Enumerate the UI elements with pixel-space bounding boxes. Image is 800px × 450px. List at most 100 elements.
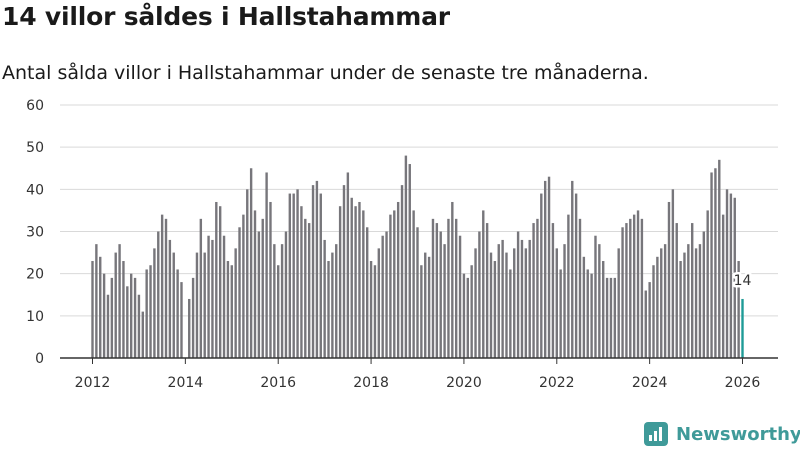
bar bbox=[331, 252, 334, 358]
bar bbox=[246, 189, 249, 358]
bar bbox=[509, 269, 512, 358]
x-axis bbox=[60, 357, 778, 364]
bar bbox=[443, 244, 446, 358]
bar bbox=[718, 159, 721, 358]
bar bbox=[543, 180, 547, 358]
bar bbox=[559, 269, 562, 358]
bar bbox=[373, 265, 377, 358]
bar bbox=[458, 235, 462, 358]
bar bbox=[366, 227, 369, 358]
bar bbox=[431, 218, 435, 358]
bar bbox=[377, 248, 381, 358]
y-tick-label: 20 bbox=[26, 267, 44, 283]
bar bbox=[567, 214, 570, 358]
bar bbox=[609, 277, 613, 358]
bar bbox=[424, 252, 427, 358]
bar bbox=[636, 210, 640, 358]
bar bbox=[462, 273, 466, 358]
bar bbox=[110, 277, 114, 358]
x-tick-label: 2024 bbox=[632, 375, 668, 391]
bar bbox=[122, 261, 125, 358]
bar bbox=[640, 218, 644, 358]
bar bbox=[284, 231, 288, 358]
bar bbox=[195, 252, 199, 358]
bar bbox=[137, 294, 141, 358]
bar bbox=[683, 252, 686, 358]
bar bbox=[737, 261, 740, 358]
bar bbox=[625, 223, 628, 358]
bar bbox=[215, 201, 218, 358]
bar bbox=[679, 261, 682, 358]
bar bbox=[466, 277, 469, 358]
bar bbox=[141, 311, 144, 358]
y-axis-labels: 0 10 20 30 40 50 60 bbox=[26, 98, 44, 367]
bar bbox=[269, 201, 272, 358]
bars bbox=[91, 155, 744, 358]
y-tick-label: 40 bbox=[26, 182, 44, 198]
bar bbox=[613, 277, 617, 358]
bar bbox=[218, 206, 222, 358]
bar bbox=[99, 256, 102, 358]
bar bbox=[493, 261, 497, 358]
bar bbox=[191, 277, 195, 358]
bar bbox=[733, 197, 736, 358]
bar bbox=[691, 223, 694, 358]
bar bbox=[257, 231, 261, 358]
y-tick-label: 30 bbox=[26, 225, 44, 241]
bar bbox=[400, 185, 404, 358]
bar bbox=[157, 231, 160, 358]
bar bbox=[555, 248, 558, 358]
bar bbox=[505, 252, 508, 358]
bar bbox=[698, 244, 702, 358]
bar bbox=[265, 172, 268, 358]
bar bbox=[106, 294, 110, 358]
bar bbox=[242, 214, 245, 358]
bar bbox=[296, 189, 299, 358]
bar bbox=[412, 210, 415, 358]
bar bbox=[586, 269, 589, 358]
bar bbox=[358, 201, 361, 358]
bar bbox=[346, 172, 350, 358]
bar bbox=[420, 265, 423, 358]
bar bbox=[706, 210, 709, 358]
bar bbox=[563, 244, 566, 358]
bar bbox=[369, 261, 373, 358]
bar bbox=[335, 244, 338, 358]
bar bbox=[118, 244, 121, 358]
bar bbox=[323, 239, 326, 358]
bar bbox=[381, 235, 384, 358]
bar bbox=[520, 239, 524, 358]
bar bbox=[594, 235, 597, 358]
bar bbox=[571, 180, 574, 358]
bar bbox=[172, 252, 175, 358]
bar bbox=[629, 218, 632, 358]
bar bbox=[253, 210, 257, 358]
bar bbox=[590, 273, 593, 358]
chart-title: 14 villor såldes i Hallstahammar bbox=[2, 2, 450, 31]
bar bbox=[145, 269, 148, 358]
bar bbox=[168, 239, 172, 358]
bar bbox=[164, 218, 168, 358]
bar bbox=[211, 239, 214, 358]
bar bbox=[277, 265, 280, 358]
bar bbox=[729, 193, 733, 358]
newsworthy-logo-icon bbox=[644, 422, 668, 446]
bar bbox=[675, 223, 678, 358]
bar bbox=[342, 185, 346, 358]
x-tick-label: 2012 bbox=[75, 375, 111, 391]
bar bbox=[199, 218, 203, 358]
bar bbox=[91, 261, 94, 358]
bar bbox=[710, 172, 713, 358]
bar bbox=[524, 248, 528, 358]
brand-logo[interactable]: Newsworthy bbox=[644, 420, 800, 448]
bar bbox=[315, 180, 319, 358]
bar bbox=[129, 273, 133, 358]
bar bbox=[416, 227, 419, 358]
bar bbox=[435, 223, 439, 358]
bar bbox=[447, 218, 450, 358]
bar bbox=[261, 218, 264, 358]
bar bbox=[102, 273, 106, 358]
bar bbox=[725, 189, 729, 358]
bar bbox=[188, 298, 191, 358]
